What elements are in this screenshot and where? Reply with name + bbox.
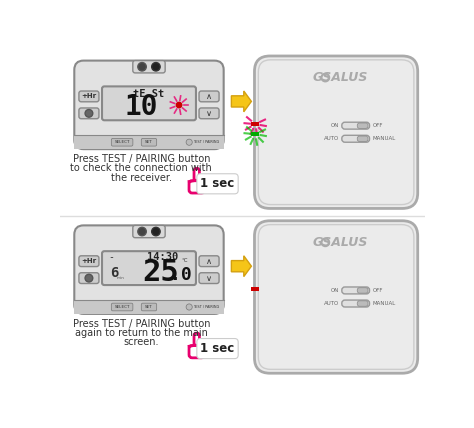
Circle shape — [85, 274, 93, 282]
Text: °C: °C — [182, 258, 188, 263]
Text: to check the connection with: to check the connection with — [71, 163, 212, 173]
FancyBboxPatch shape — [79, 273, 99, 283]
Text: ON: ON — [330, 123, 339, 128]
FancyBboxPatch shape — [133, 226, 165, 238]
Text: 25: 25 — [142, 259, 179, 287]
Circle shape — [152, 227, 160, 236]
Text: the receiver.: the receiver. — [111, 172, 172, 183]
Text: ∧: ∧ — [206, 92, 212, 101]
FancyBboxPatch shape — [141, 303, 157, 311]
Polygon shape — [231, 256, 251, 276]
Text: Press TEST / PAIRING button: Press TEST / PAIRING button — [73, 319, 210, 329]
FancyBboxPatch shape — [199, 108, 219, 119]
Text: 14:30: 14:30 — [147, 252, 179, 262]
Text: 1 sec: 1 sec — [201, 342, 235, 355]
Text: AUTO: AUTO — [323, 300, 339, 306]
Polygon shape — [231, 91, 251, 112]
FancyBboxPatch shape — [357, 288, 368, 293]
Text: 10: 10 — [125, 93, 158, 122]
FancyBboxPatch shape — [141, 138, 157, 146]
Text: SELECT: SELECT — [114, 140, 130, 144]
Bar — [74, 135, 224, 149]
Text: ∨: ∨ — [206, 273, 212, 282]
Text: SELECT: SELECT — [114, 305, 130, 309]
Text: MANUAL: MANUAL — [373, 300, 396, 306]
Text: .0: .0 — [170, 266, 192, 284]
Text: Press TEST / PAIRING button: Press TEST / PAIRING button — [73, 154, 210, 164]
Text: MANUAL: MANUAL — [373, 136, 396, 141]
Text: 6: 6 — [110, 266, 118, 280]
FancyBboxPatch shape — [111, 303, 133, 311]
FancyBboxPatch shape — [199, 256, 219, 267]
Text: OFF: OFF — [373, 123, 383, 128]
FancyBboxPatch shape — [79, 91, 99, 102]
Text: TEST / PAIRING: TEST / PAIRING — [193, 140, 219, 144]
Text: again to return to the main: again to return to the main — [75, 328, 208, 338]
FancyBboxPatch shape — [255, 221, 418, 373]
Text: +Hr: +Hr — [82, 93, 97, 99]
FancyBboxPatch shape — [74, 61, 224, 149]
Text: screen.: screen. — [124, 337, 159, 348]
Text: min: min — [117, 276, 125, 280]
FancyBboxPatch shape — [102, 251, 196, 285]
Text: ON: ON — [330, 288, 339, 293]
FancyBboxPatch shape — [342, 300, 370, 307]
Circle shape — [138, 62, 146, 71]
FancyBboxPatch shape — [102, 86, 196, 120]
FancyBboxPatch shape — [74, 226, 224, 314]
Circle shape — [152, 62, 160, 71]
Circle shape — [186, 139, 192, 145]
FancyBboxPatch shape — [79, 256, 99, 267]
FancyBboxPatch shape — [342, 122, 370, 129]
FancyBboxPatch shape — [199, 273, 219, 283]
FancyBboxPatch shape — [357, 136, 368, 141]
FancyBboxPatch shape — [199, 91, 219, 102]
Text: +Hr: +Hr — [82, 258, 97, 264]
Text: SET: SET — [145, 305, 153, 309]
Text: -: - — [109, 252, 114, 262]
Text: 1 sec: 1 sec — [201, 177, 235, 190]
Text: GSALUS: GSALUS — [312, 236, 368, 249]
Text: ∨: ∨ — [206, 109, 212, 118]
Bar — [251, 287, 259, 291]
Text: SET: SET — [145, 140, 153, 144]
Text: ∧: ∧ — [206, 257, 212, 266]
Text: tE St: tE St — [133, 89, 164, 99]
FancyBboxPatch shape — [342, 135, 370, 142]
Circle shape — [85, 110, 93, 117]
Circle shape — [186, 304, 192, 310]
Circle shape — [176, 102, 182, 108]
Text: GSALUS: GSALUS — [312, 71, 368, 84]
Circle shape — [138, 227, 146, 236]
FancyBboxPatch shape — [357, 301, 368, 306]
Bar — [251, 122, 259, 126]
FancyBboxPatch shape — [79, 108, 99, 119]
FancyBboxPatch shape — [133, 61, 165, 73]
Text: TEST / PAIRING: TEST / PAIRING — [193, 305, 219, 309]
FancyBboxPatch shape — [111, 138, 133, 146]
Bar — [74, 300, 224, 314]
FancyBboxPatch shape — [357, 123, 368, 128]
Bar — [251, 132, 259, 136]
FancyBboxPatch shape — [255, 56, 418, 208]
FancyBboxPatch shape — [342, 287, 370, 294]
Text: AUTO: AUTO — [323, 136, 339, 141]
Text: OFF: OFF — [373, 288, 383, 293]
